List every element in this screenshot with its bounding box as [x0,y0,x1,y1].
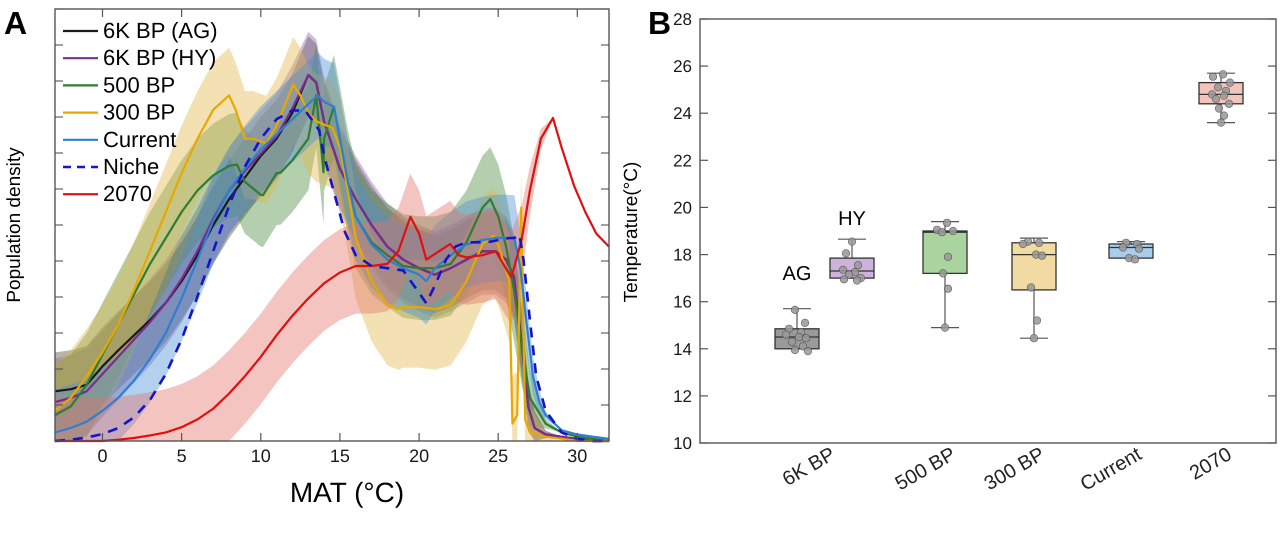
svg-text:18: 18 [673,246,692,265]
svg-text:2070: 2070 [1186,443,1236,484]
svg-text:16: 16 [673,293,692,312]
svg-text:28: 28 [673,10,692,29]
svg-text:12: 12 [673,387,692,406]
svg-text:24: 24 [673,104,692,123]
svg-text:300 BP: 300 BP [981,443,1049,495]
svg-text:20: 20 [673,198,692,217]
svg-text:AG: AG [783,263,812,285]
svg-text:HY: HY [838,208,866,230]
svg-text:500 BP: 500 BP [892,443,960,495]
svg-text:14: 14 [673,340,692,359]
svg-text:10: 10 [673,434,692,453]
svg-text:22: 22 [673,151,692,170]
svg-text:Current: Current [1077,443,1146,496]
svg-text:6K BP: 6K BP [779,443,839,490]
svg-text:Temperature(°C): Temperature(°C) [621,162,642,303]
svg-text:26: 26 [673,57,692,76]
